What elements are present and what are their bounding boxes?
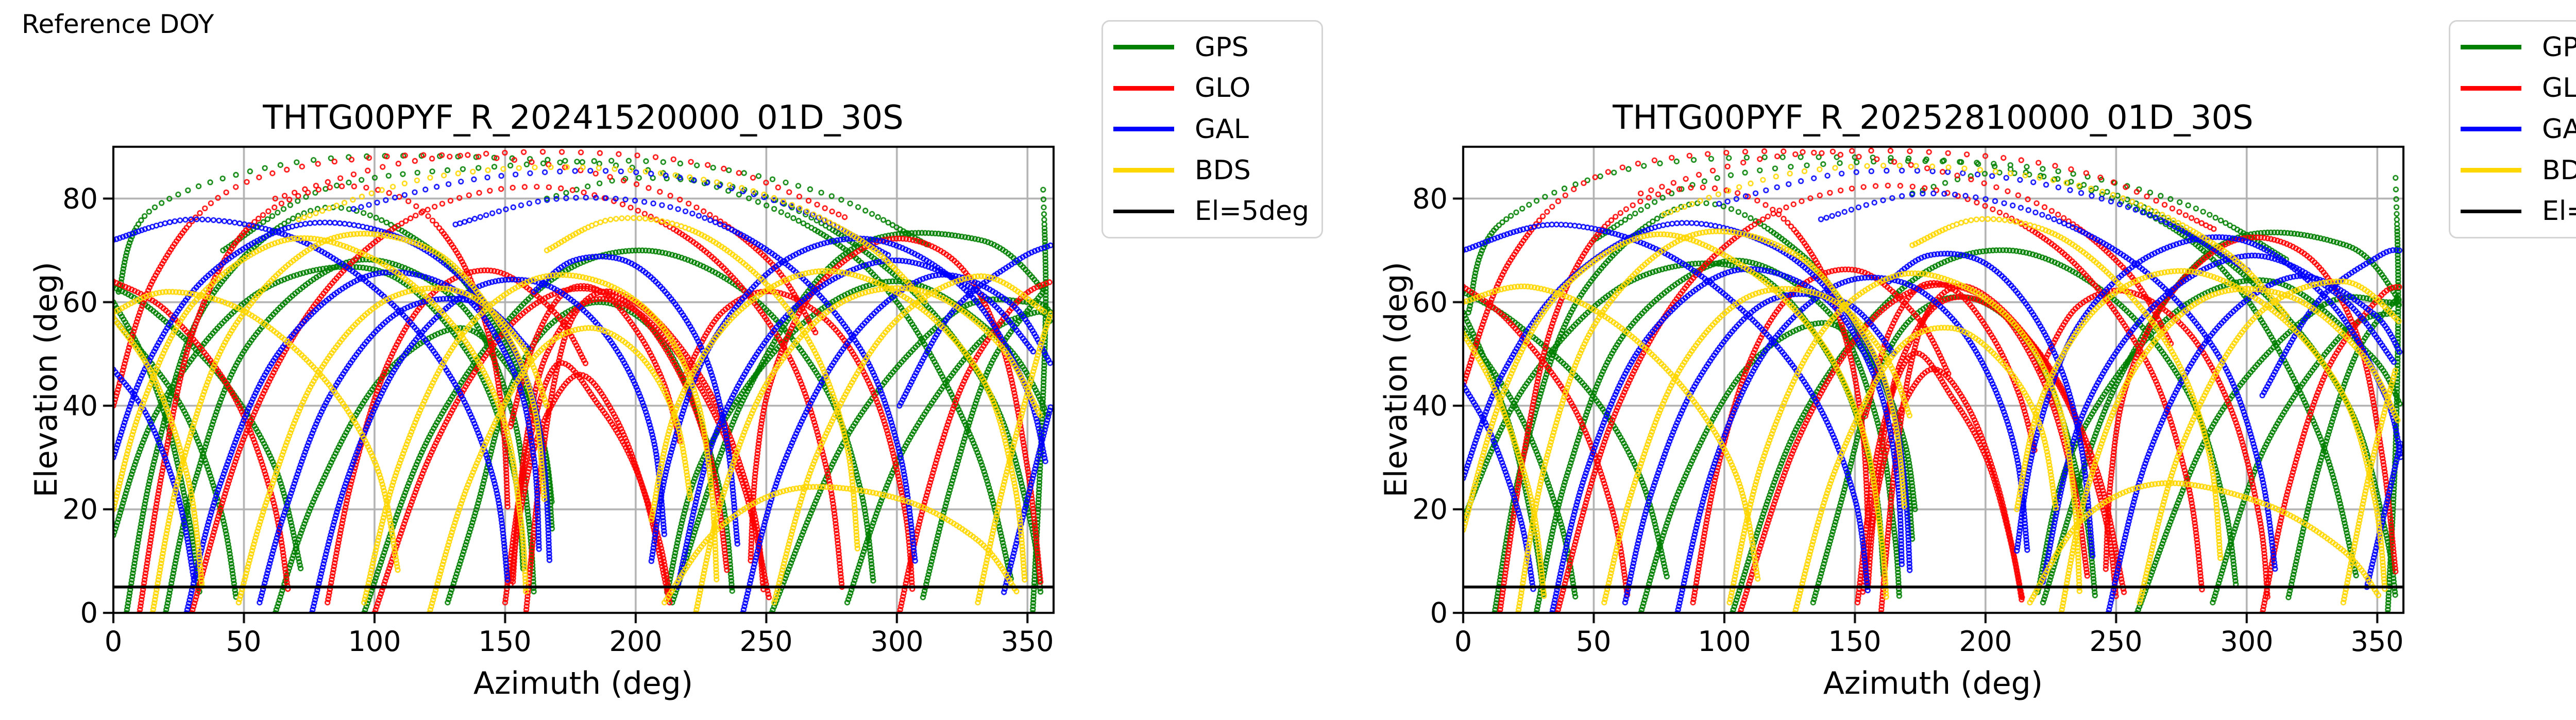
panel1-ytick-20: 20	[62, 493, 98, 526]
legend-label-glo: GLO	[1195, 73, 1251, 104]
panel2-xtick-200: 200	[1959, 625, 2012, 658]
panel2-xtick-150: 150	[1828, 625, 1882, 658]
panel2-ytick-80: 80	[1412, 182, 1448, 215]
panel1-xtick-100: 100	[348, 625, 401, 658]
panel2-ytick-20: 20	[1412, 493, 1448, 526]
legend-entry-bds: BDS	[2461, 155, 2576, 186]
panel2-x-axis-label: Azimuth (deg)	[1823, 665, 2043, 701]
legend-entry-gal: GAL	[1113, 114, 1321, 145]
gal-line-swatch	[2461, 127, 2521, 132]
panel2-ytick-0: 0	[1430, 596, 1448, 629]
panel2-y-axis-label: Elevation (deg)	[1378, 262, 1414, 498]
panel1-xtick-350: 350	[1001, 625, 1054, 658]
panel1-x-axis-label: Azimuth (deg)	[473, 665, 693, 701]
panel1-xtick-0: 0	[104, 625, 123, 658]
legend-label-glo: GLO	[2542, 73, 2576, 104]
panel2-xtick-350: 350	[2350, 625, 2404, 658]
elevation-mask-line-swatch	[1113, 209, 1174, 213]
panel1-title: THTG00PYF_R_20241520000_01D_30S	[263, 99, 904, 137]
legend-entry-gps: GPS	[2461, 32, 2576, 63]
panel2-title: THTG00PYF_R_20252810000_01D_30S	[1613, 99, 2253, 137]
panel2-ytick-60: 60	[1412, 286, 1448, 319]
legend-label-gps: GPS	[1195, 31, 1249, 63]
reference-doy-note: Reference DOY	[22, 9, 214, 39]
panel2-xtick-0: 0	[1454, 625, 1472, 658]
legend-label-elevation-mask: El=5deg	[1195, 196, 1309, 227]
elevation-mask-line-swatch	[2461, 209, 2521, 213]
panel1-xtick-50: 50	[226, 625, 262, 658]
legend-label-gps: GPS	[2542, 31, 2576, 63]
legend-label-bds: BDS	[1195, 155, 1251, 186]
panel1-xtick-250: 250	[739, 625, 793, 658]
glo-line-swatch	[1113, 85, 1174, 91]
legend-label-elevation-mask: El=5deg	[2542, 196, 2576, 227]
legend-label-bds: BDS	[2542, 155, 2576, 186]
legend-entry-elevation-mask: El=5deg	[1113, 196, 1321, 227]
panel1-xtick-150: 150	[478, 625, 532, 658]
legend-label-gal: GAL	[2542, 113, 2576, 145]
panel2-xtick-50: 50	[1575, 625, 1612, 658]
legend-entry-bds: BDS	[1113, 155, 1321, 186]
panel1-ytick-80: 80	[62, 182, 98, 215]
legend-entry-glo: GLO	[1113, 73, 1321, 104]
legend-entry-elevation-mask: El=5deg	[2461, 196, 2576, 227]
legend-entry-gal: GAL	[2461, 114, 2576, 145]
panel2-xtick-100: 100	[1698, 625, 1751, 658]
legend-entry-glo: GLO	[2461, 73, 2576, 104]
gps-line-swatch	[1113, 45, 1174, 50]
panel1-xtick-300: 300	[870, 625, 924, 658]
gal-line-swatch	[1113, 127, 1174, 132]
legend-panel1: GPS GLO GAL BDS El=5deg	[1101, 20, 1323, 238]
panel1-y-axis-label: Elevation (deg)	[28, 262, 64, 498]
panel2-xtick-300: 300	[2220, 625, 2274, 658]
panel1-ytick-40: 40	[62, 389, 98, 422]
bds-line-swatch	[1113, 168, 1174, 173]
legend-label-gal: GAL	[1195, 113, 1249, 145]
panel2-ytick-40: 40	[1412, 389, 1448, 422]
glo-line-swatch	[2461, 85, 2521, 91]
gps-line-swatch	[2461, 45, 2521, 50]
panel1-xtick-200: 200	[609, 625, 663, 658]
panel1-ytick-60: 60	[62, 286, 98, 319]
bds-line-swatch	[2461, 168, 2521, 173]
legend-panel2: GPS GLO GAL BDS El=5deg	[2449, 20, 2576, 238]
panel1-ytick-0: 0	[80, 596, 98, 629]
legend-entry-gps: GPS	[1113, 32, 1321, 63]
panel2-xtick-250: 250	[2089, 625, 2143, 658]
